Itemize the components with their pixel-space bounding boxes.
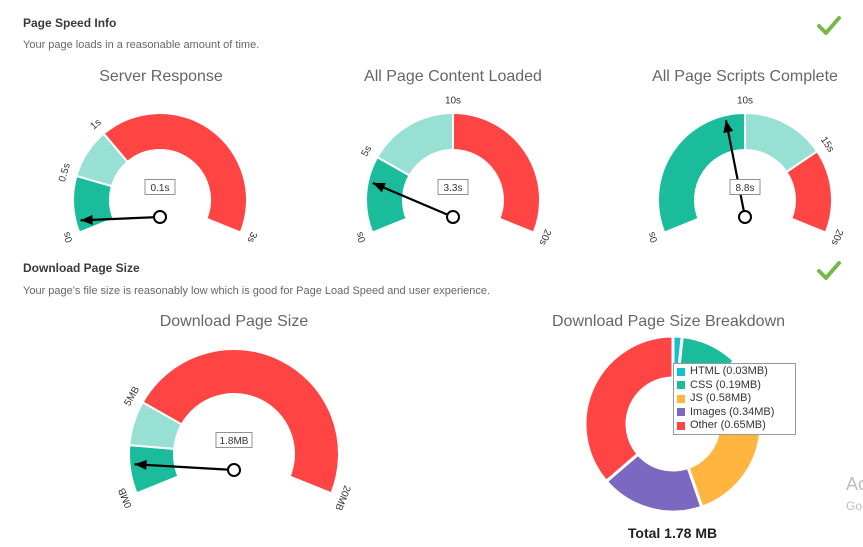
content-loaded-title: All Page Content Loaded: [364, 68, 542, 85]
gauge-value-box: [729, 179, 761, 195]
legend-item-js: JS (0.58MB): [677, 392, 792, 406]
legend-swatch: [677, 367, 685, 376]
server-response-title: Server Response: [99, 68, 223, 85]
gauge-pivot: [446, 210, 460, 224]
gauge-tick-label: 5s: [360, 144, 375, 159]
legend-item-images: Images (0.34MB): [677, 406, 792, 420]
gauge-tick-label: 3s: [245, 230, 259, 244]
legend-label: CSS (0.19MB): [690, 378, 761, 391]
gauge-pivot: [227, 463, 241, 477]
gauge-tick-label: 0s: [646, 230, 660, 244]
download-size-title: Download Page Size: [23, 261, 140, 275]
page-speed-title: Page Speed Info: [23, 16, 117, 30]
gauge-needle-head: [723, 120, 734, 133]
gauge-band: [141, 348, 340, 495]
legend-label: Other (0.65MB): [690, 419, 766, 431]
legend-swatch: [677, 408, 685, 417]
legend-swatch: [677, 394, 685, 403]
check-icon: [817, 16, 841, 35]
gauge-tick-label: 10s: [737, 96, 753, 107]
gauge-band: [785, 149, 833, 234]
gauge-needle-head: [80, 214, 93, 225]
legend-swatch: [677, 381, 685, 390]
legend-swatch: [677, 421, 685, 430]
legend-label: JS (0.58MB): [690, 392, 752, 404]
legend-label: HTML (0.03MB): [690, 365, 768, 377]
gauge-tick-label: 0.5s: [57, 162, 73, 183]
donut-legend: HTML (0.03MB) CSS (0.19MB) JS (0.58MB) I…: [673, 363, 796, 435]
gauge-needle: [134, 463, 235, 472]
gauge-value-label: 0.1s: [151, 183, 170, 194]
download-size-description: Your page's file size is reasonably low …: [23, 285, 491, 297]
gauge-value-box: [144, 179, 176, 195]
gauge-value-label: 8.8s: [736, 183, 755, 194]
gauge-tick-label: 0s: [61, 230, 75, 244]
legend-item-css: CSS (0.19MB): [677, 379, 792, 393]
gauge-tick-label: 0s: [354, 230, 368, 244]
gauge-needle-head: [134, 459, 147, 470]
gauge-value-box: [437, 179, 469, 195]
gauge-needle: [372, 181, 454, 219]
legend-item-other: Other (0.65MB): [677, 419, 792, 433]
gauge-value-box: [215, 432, 253, 448]
legend-label: Images (0.34MB): [690, 405, 775, 418]
scripts-complete-title: All Page Scripts Complete: [652, 68, 838, 85]
gauge-band: [452, 111, 541, 234]
side-clipped-text: Go: [846, 499, 863, 513]
donut-total-label: Total 1.78 MB: [627, 525, 718, 541]
donut-slice: [583, 334, 675, 484]
gauge-needle-head: [372, 182, 386, 193]
gauge-needle: [724, 120, 747, 218]
side-clipped-text: Ac: [846, 474, 863, 494]
gauge-band: [102, 112, 248, 234]
size-breakdown-title: Download Page Size Breakdown: [552, 313, 786, 330]
gauge-pivot: [153, 210, 167, 224]
legend-item-html: HTML (0.03MB): [677, 365, 792, 379]
gauge-value-label: 3.3s: [444, 183, 463, 194]
gauge-needle: [80, 215, 161, 222]
gauge-band: [657, 111, 746, 234]
page-speed-description: Your page loads in a reasonable amount o…: [23, 39, 260, 51]
gauge-pivot: [738, 210, 752, 224]
download-size-gauge-title: Download Page Size: [159, 313, 309, 330]
check-icon: [817, 261, 841, 280]
gauge-value-label: 1.8MB: [220, 436, 249, 447]
gauge-tick-label: 10s: [445, 96, 461, 107]
